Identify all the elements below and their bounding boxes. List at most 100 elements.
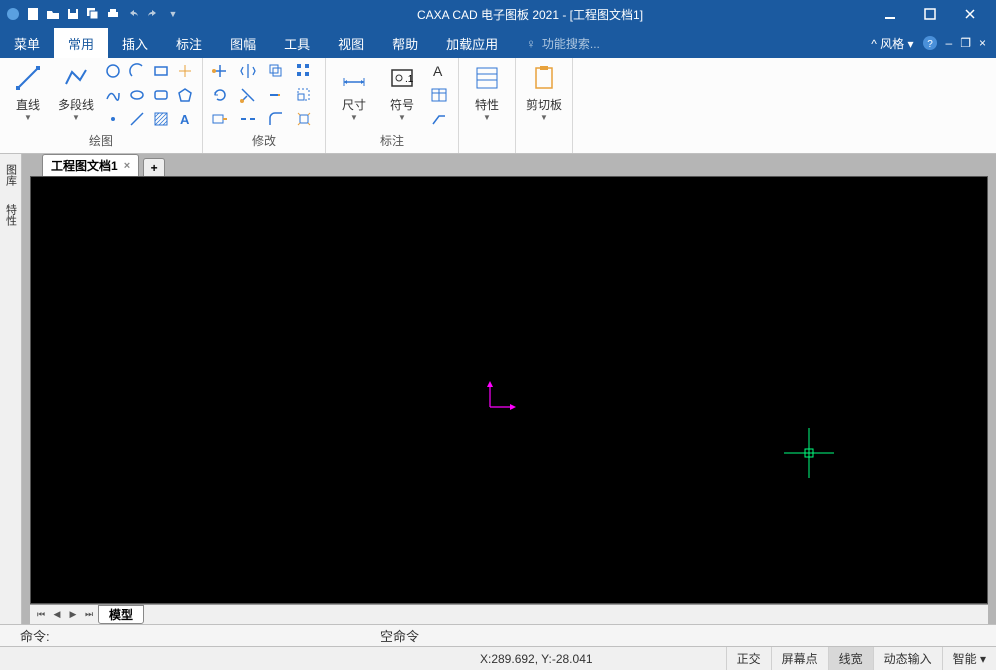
close-button[interactable] [958,4,982,24]
sidebar-tab-properties[interactable]: 特性 [3,200,19,230]
polyline-button[interactable]: 多段线 ▼ [54,60,98,132]
ellipse-icon[interactable] [126,84,148,106]
undo-icon[interactable] [124,5,142,23]
ucs-icon [480,377,520,417]
style-switcher[interactable]: ^ 风格 ▾ [871,35,913,52]
spline-icon[interactable] [102,84,124,106]
maximize-button[interactable] [918,4,942,24]
redo-icon[interactable] [144,5,162,23]
doc-tab-label: 工程图文档1 [51,157,118,174]
status-snap[interactable]: 屏幕点 [771,647,828,670]
rotate-icon[interactable] [209,84,231,106]
annotate-small: A [428,60,452,130]
new-icon[interactable] [24,5,42,23]
ray-icon[interactable] [126,108,148,130]
group-label-draw: 绘图 [6,132,196,151]
close-tab-icon[interactable]: × [124,160,130,172]
line-icon [12,62,44,94]
new-tab-button[interactable]: + [143,158,165,176]
menu-insert[interactable]: 插入 [108,28,162,58]
crosshair-cursor [784,428,834,478]
properties-button[interactable]: 特性 ▼ [465,60,509,132]
fillet-rect-icon[interactable] [150,84,172,106]
minimize-button[interactable] [878,4,902,24]
tab-next-icon[interactable]: ▶ [66,608,80,622]
dimension-icon [338,62,370,94]
tab-last-icon[interactable]: ⏭ [82,608,96,622]
clipboard-button[interactable]: 剪切板 ▼ [522,60,566,132]
menu-search[interactable]: ♀ 功能搜索... [512,28,614,58]
trim-icon[interactable] [237,84,259,106]
app-icon[interactable] [4,5,22,23]
tab-first-icon[interactable]: ⏮ [34,608,48,622]
menu-addin[interactable]: 加载应用 [432,28,512,58]
dropdown-icon: ▼ [540,113,548,122]
rect-icon[interactable] [150,60,172,82]
child-close-icon[interactable]: × [979,36,986,50]
print-icon[interactable] [104,5,122,23]
explode-icon[interactable] [293,108,315,130]
svg-text:.1: .1 [405,74,414,85]
window-controls [878,4,982,24]
menu-annotate[interactable]: 标注 [162,28,216,58]
child-restore-icon[interactable]: ❐ [960,36,971,50]
array-icon[interactable] [293,60,315,82]
qat-dropdown-icon[interactable]: ▼ [164,5,182,23]
dimension-button[interactable]: 尺寸 ▼ [332,60,376,132]
dropdown-icon: ▼ [350,113,358,122]
status-smart[interactable]: 智能 ▾ [942,647,996,670]
save-icon[interactable] [64,5,82,23]
status-dyninput[interactable]: 动态输入 [873,647,942,670]
menu-file[interactable]: 菜单 [0,28,54,58]
svg-text:A: A [433,63,443,79]
fillet-icon[interactable] [265,108,287,130]
tab-prev-icon[interactable]: ◀ [50,608,64,622]
drawing-canvas[interactable] [30,176,988,604]
leader-icon[interactable] [428,108,450,130]
draw-small-tools: A [102,60,196,130]
table-icon[interactable] [428,84,450,106]
command-prompt: 命令: [0,626,380,645]
model-tab[interactable]: 模型 [98,605,144,624]
mirror-icon[interactable] [237,60,259,82]
circle-icon[interactable] [102,60,124,82]
status-lineweight[interactable]: 线宽 [828,647,873,670]
stretch-icon[interactable] [209,108,231,130]
open-icon[interactable] [44,5,62,23]
status-ortho[interactable]: 正交 [726,647,771,670]
doc-tab[interactable]: 工程图文档1 × [42,154,139,176]
menu-view[interactable]: 视图 [324,28,378,58]
poly-icon[interactable] [174,84,196,106]
menu-frame[interactable]: 图幅 [216,28,270,58]
offset-icon[interactable] [265,60,287,82]
text-annot-icon[interactable]: A [428,60,450,82]
dropdown-icon: ▼ [398,113,406,122]
point-icon[interactable] [102,108,124,130]
menu-common[interactable]: 常用 [54,28,108,58]
modify-tools [209,60,319,130]
sidebar-tab-library[interactable]: 图库 [3,160,19,190]
ribbon-group-properties: 特性 ▼ [459,58,516,153]
child-min-icon[interactable]: ‒ [946,36,953,50]
ribbon-group-annotate: 尺寸 ▼ .1 符号 ▼ A 标注 [326,58,459,153]
saveall-icon[interactable] [84,5,102,23]
extend-icon[interactable] [265,84,287,106]
menu-help[interactable]: 帮助 [378,28,432,58]
symbol-button[interactable]: .1 符号 ▼ [380,60,424,132]
center-icon[interactable] [174,60,196,82]
help-icon[interactable]: ? [922,35,938,51]
scale-icon[interactable] [293,84,315,106]
move-icon[interactable] [209,60,231,82]
arc-icon[interactable] [126,60,148,82]
clipboard-icon [528,62,560,94]
text-icon[interactable]: A [174,108,196,130]
model-tabs: ⏮ ◀ ▶ ⏭ 模型 [30,604,988,624]
ribbon-group-modify: 修改 [203,58,326,153]
polyline-icon [60,62,92,94]
break-icon[interactable] [237,108,259,130]
bulb-icon: ♀ [526,36,536,51]
statusbar: X:289.692, Y:-28.041 正交 屏幕点 线宽 动态输入 智能 ▾ [0,646,996,670]
line-button[interactable]: 直线 ▼ [6,60,50,132]
hatch-icon[interactable] [150,108,172,130]
menu-tools[interactable]: 工具 [270,28,324,58]
